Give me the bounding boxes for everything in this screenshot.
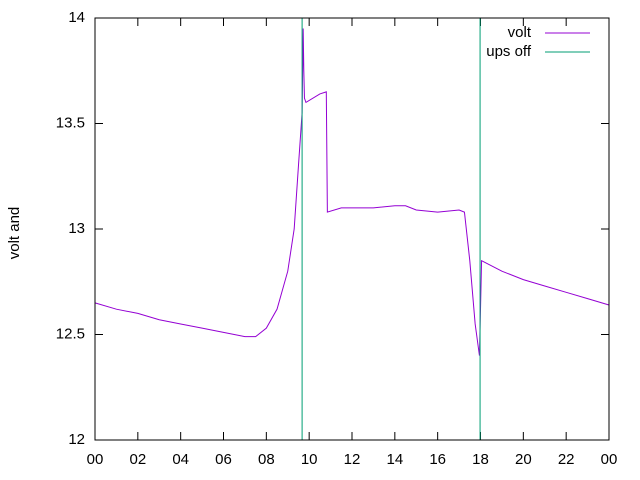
y-tick-label: 12 bbox=[68, 431, 85, 448]
legend-label: ups off bbox=[486, 43, 532, 60]
x-tick-label: 18 bbox=[472, 451, 489, 468]
x-tick-label: 00 bbox=[87, 451, 104, 468]
plot-border bbox=[94, 17, 610, 441]
x-tick-label: 06 bbox=[215, 451, 232, 468]
y-tick-label: 13.5 bbox=[56, 114, 85, 131]
legend-label: volt bbox=[508, 24, 532, 41]
x-tick-label: 04 bbox=[172, 451, 189, 468]
y-tick-label: 12.5 bbox=[56, 325, 85, 342]
y-tick-label: 14 bbox=[68, 9, 85, 26]
x-tick-label: 22 bbox=[558, 451, 575, 468]
x-tick-label: 16 bbox=[429, 451, 446, 468]
x-tick-label: 02 bbox=[129, 451, 146, 468]
x-tick-label: 20 bbox=[515, 451, 532, 468]
x-tick-label: 12 bbox=[344, 451, 361, 468]
series-line bbox=[301, 18, 481, 440]
series-line bbox=[94, 28, 610, 356]
x-tick-label: 00 bbox=[601, 451, 618, 468]
x-tick-label: 10 bbox=[301, 451, 318, 468]
x-tick-label: 08 bbox=[258, 451, 275, 468]
x-tick-label: 14 bbox=[386, 451, 403, 468]
y-axis-label: volt and bbox=[6, 207, 23, 260]
y-tick-label: 13 bbox=[68, 220, 85, 237]
